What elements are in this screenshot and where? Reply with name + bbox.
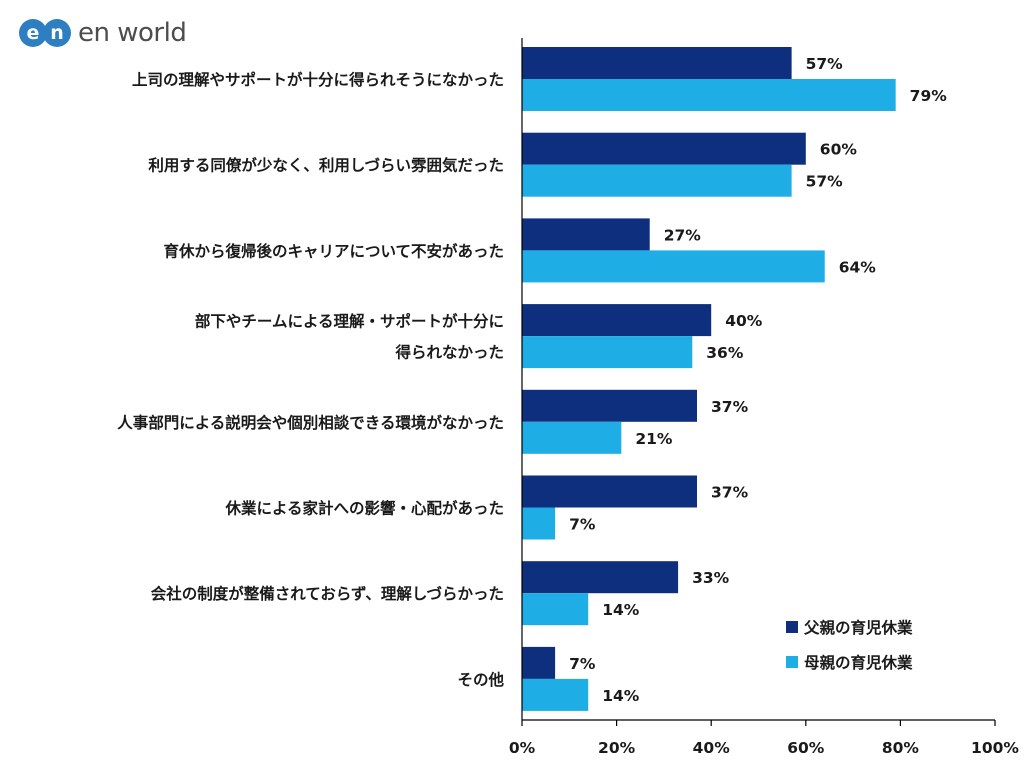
value-label-mother-0: 79% [910,87,948,105]
bar-mother-3 [522,336,693,369]
bar-mother-2 [522,250,825,283]
value-label-father-2: 27% [664,226,702,244]
bar-mother-4 [522,421,622,454]
bar-father-3 [522,304,712,337]
bar-father-2 [522,218,650,251]
value-label-mother-2: 64% [839,258,877,276]
bar-mother-7 [522,678,589,711]
x-tick-label-3: 60% [787,739,825,757]
chart-bars [522,47,896,711]
value-label-father-1: 60% [820,141,858,159]
svg-text:n: n [50,22,64,44]
bar-father-6 [522,561,679,594]
value-label-father-4: 37% [711,398,749,416]
category-label-3-line-1: 得られなかった [394,343,504,362]
brand-name: en world [78,18,187,48]
bar-mother-5 [522,507,556,540]
category-labels: 上司の理解やサポートが十分に得られそうになかった利用する同僚が少なく、利用しづら… [117,70,504,689]
bar-father-5 [522,475,698,508]
value-label-father-6: 33% [692,569,730,587]
value-label-father-3: 40% [725,312,763,330]
x-tick-label-0: 0% [509,739,536,757]
value-label-father-5: 37% [711,484,749,502]
value-label-mother-1: 57% [806,173,844,191]
value-label-mother-4: 21% [635,430,673,448]
svg-text:e: e [27,22,40,44]
value-label-mother-6: 14% [602,601,640,619]
bar-mother-6 [522,593,589,626]
category-label-7: その他 [457,670,504,689]
x-tick-label-1: 20% [598,739,636,757]
x-tick-label-5: 100% [971,739,1019,757]
bar-mother-0 [522,79,896,111]
bar-father-1 [522,132,806,165]
bar-father-0 [522,47,792,79]
brand-logo: e n en world en [18,16,187,50]
category-label-3-line-0: 部下やチームによる理解・サポートが十分に [195,312,504,331]
legend-swatch-father [786,621,798,633]
category-label-4: 人事部門による説明会や個別相談できる環境がなかった [117,413,504,432]
category-label-6: 会社の制度が整備されておらず、理解しづらかった [151,584,504,603]
category-label-5: 休業による家計への影響・心配があった [224,499,504,518]
x-tick-label-2: 40% [693,739,731,757]
en-world-logo-icon: e n [19,19,71,47]
value-label-mother-3: 36% [706,344,744,362]
legend-label-mother: 母親の育児休業 [804,653,913,672]
legend-label-father: 父親の育児休業 [803,618,913,637]
value-label-father-0: 57% [806,55,844,73]
value-label-mother-7: 14% [602,687,640,705]
value-label-mother-5: 7% [569,516,596,534]
legend-swatch-mother [786,656,798,668]
x-tick-label-4: 80% [882,739,920,757]
bar-father-4 [522,389,698,422]
category-label-1: 利用する同僚が少なく、利用しづらい雰囲気だった [148,156,504,175]
bar-father-7 [522,646,556,679]
value-labels: 57% 79% 60% 57% 27% 64% 40% 36% 37% 21% 37% 7% 33% 14… [569,55,947,705]
value-label-father-7: 7% [569,655,596,673]
category-label-0: 上司の理解やサポートが十分に得られそうになかった [132,70,504,89]
chart-axes: 0% 20% 40% 60% 80% 100% [509,38,1019,757]
bar-mother-1 [522,164,792,197]
category-label-2: 育休から復帰後のキャリアについて不安があった [163,241,504,260]
